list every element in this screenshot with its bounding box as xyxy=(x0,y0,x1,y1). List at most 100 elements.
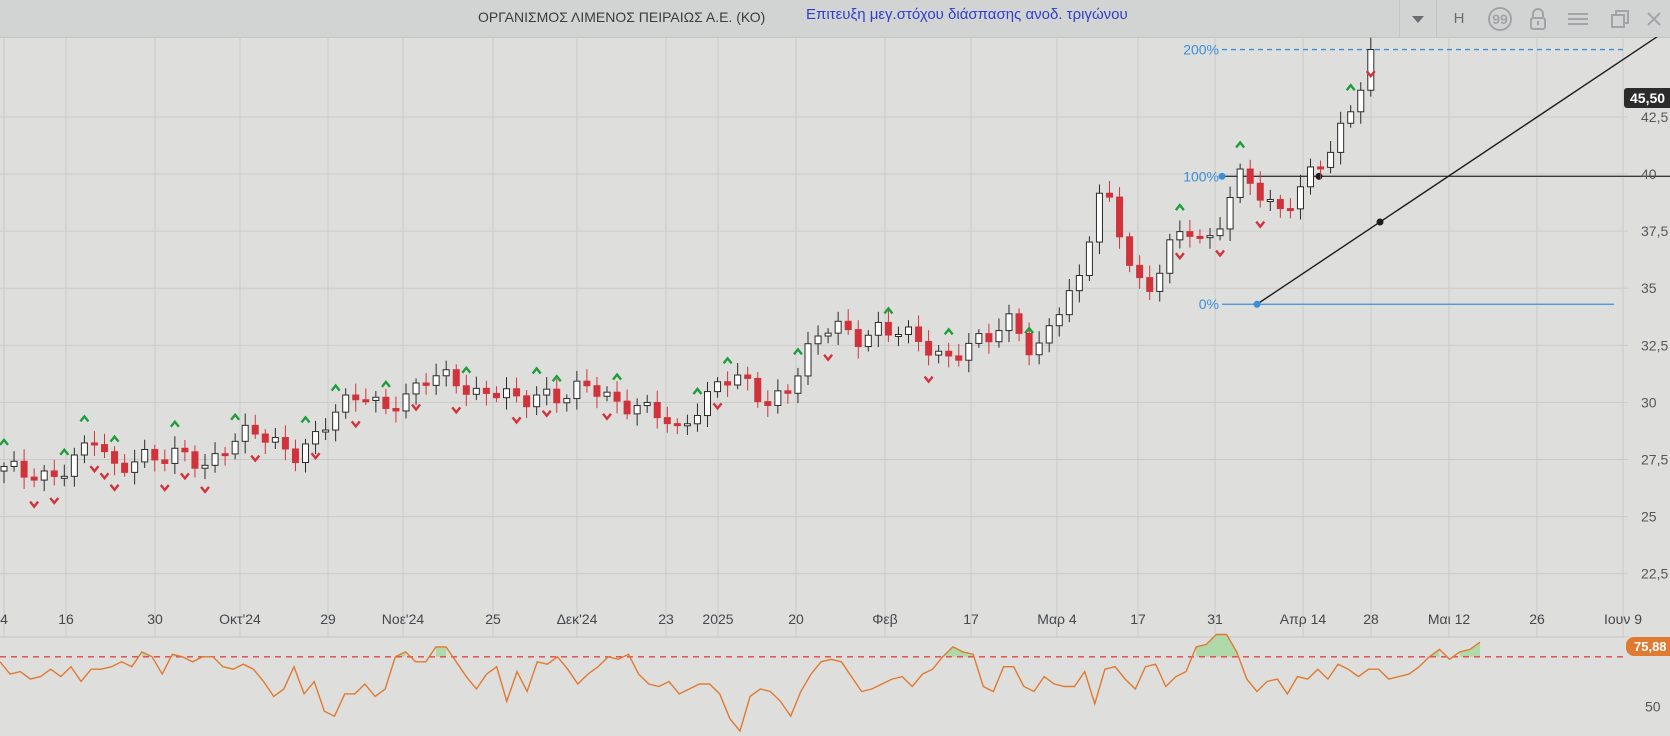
interval-button[interactable]: H xyxy=(1453,10,1465,27)
down-candle xyxy=(261,433,269,443)
quote-icon[interactable]: 99 xyxy=(1484,0,1516,37)
up-candle xyxy=(1075,275,1083,292)
chart-grid xyxy=(0,37,1628,638)
up-candle xyxy=(141,449,149,463)
time-tick-label: 23 xyxy=(658,611,674,627)
pivot-high-marker xyxy=(79,414,90,423)
pivot-markers xyxy=(0,70,1376,509)
up-candle xyxy=(432,375,440,386)
down-candle xyxy=(291,448,299,464)
up-candle xyxy=(543,388,551,396)
price-tick-label: 35 xyxy=(1641,280,1657,296)
up-candle xyxy=(804,343,812,377)
up-candle xyxy=(1226,196,1234,230)
close-icon[interactable] xyxy=(1638,0,1670,37)
pivot-high-marker xyxy=(109,434,120,443)
down-candle xyxy=(281,437,289,450)
overbought-area xyxy=(435,646,447,657)
header-divider xyxy=(1436,0,1437,37)
down-candle xyxy=(1106,192,1113,198)
down-candle xyxy=(482,387,490,394)
up-candle xyxy=(231,440,239,455)
up-candle xyxy=(201,464,209,469)
fib-level-label: 100% xyxy=(1183,168,1219,184)
time-tick-label: Μαρ 4 xyxy=(1037,611,1077,627)
down-candle xyxy=(623,400,631,415)
pivot-low-marker xyxy=(1365,70,1376,79)
up-candle xyxy=(1327,151,1335,168)
down-candle xyxy=(955,355,963,361)
down-candle xyxy=(1246,168,1254,184)
pivot-high-marker xyxy=(612,372,622,381)
up-candle xyxy=(60,475,68,479)
price-tick-label: 30 xyxy=(1641,394,1657,410)
down-candle xyxy=(161,459,169,464)
trendline-anchor xyxy=(1315,172,1323,180)
down-candle xyxy=(221,453,229,457)
lock-icon[interactable] xyxy=(1522,0,1554,37)
pivot-high-marker xyxy=(380,379,391,388)
up-candle xyxy=(472,387,480,395)
up-candle xyxy=(874,321,882,336)
down-candle xyxy=(101,444,108,453)
pivot-high-marker xyxy=(1024,326,1035,334)
candlestick-series xyxy=(0,37,1375,492)
up-candle xyxy=(80,442,88,456)
menu-icon[interactable] xyxy=(1562,0,1594,37)
pivot-low-marker xyxy=(49,497,60,505)
svg-text:99: 99 xyxy=(1492,11,1508,27)
down-candle xyxy=(884,321,892,336)
time-tick-label: 4 xyxy=(0,611,8,627)
pivot-low-marker xyxy=(1174,252,1185,261)
pivot-high-marker xyxy=(692,387,703,395)
pivot-low-marker xyxy=(99,472,110,481)
pivot-high-marker xyxy=(230,412,241,421)
up-candle xyxy=(1236,168,1244,198)
up-candle xyxy=(1035,342,1043,356)
instrument-title[interactable]: ΟΡΓΑΝΙΣΜΟΣ ΛΙΜΕΝΟΣ ΠΕΙΡΑΙΩΣ Α.Ε. (ΚΟ) xyxy=(478,9,766,25)
trendline-anchor xyxy=(1218,172,1226,180)
down-candle xyxy=(181,447,189,453)
up-candle xyxy=(714,381,722,393)
price-chart[interactable]: 200%100%0% 22,52527,53032,53537,54042,5 … xyxy=(0,37,1670,736)
down-candle xyxy=(251,424,259,435)
down-candle xyxy=(452,369,460,387)
down-candle xyxy=(673,423,681,427)
down-candle xyxy=(583,380,591,387)
pivot-low-marker xyxy=(250,454,261,463)
indicator-line xyxy=(0,633,1481,733)
down-candle xyxy=(744,374,752,379)
overbought-area xyxy=(942,646,974,657)
pivot-low-marker xyxy=(310,452,321,461)
down-candle xyxy=(553,388,561,404)
up-candle xyxy=(0,465,8,472)
down-candle xyxy=(1286,208,1294,212)
time-tick-label: 25 xyxy=(485,611,501,627)
time-tick-label: Νοε'24 xyxy=(382,611,425,627)
down-candle xyxy=(422,382,430,386)
pivot-low-marker xyxy=(602,413,612,421)
price-tick-label: 22,5 xyxy=(1641,566,1668,582)
indicator-value-label: 75,88 xyxy=(1626,637,1670,656)
restore-icon[interactable] xyxy=(1604,0,1636,37)
time-tick-label: 2025 xyxy=(702,611,733,627)
up-candle xyxy=(995,330,1003,343)
signal-label[interactable]: Επιτευξη μεγ.στόχου διάσπασης ανοδ. τριγ… xyxy=(806,6,1128,23)
up-candle xyxy=(1266,199,1274,203)
chevron-down-icon[interactable] xyxy=(1400,0,1436,37)
price-tick-label: 42,5 xyxy=(1641,109,1668,125)
up-candle xyxy=(10,460,18,467)
up-candle xyxy=(864,334,872,348)
up-candle xyxy=(332,411,340,431)
down-candle xyxy=(724,381,732,386)
pivot-high-marker xyxy=(531,366,542,375)
down-candle xyxy=(392,407,400,412)
ascending-trendline xyxy=(1256,37,1659,305)
up-candle xyxy=(1347,111,1355,124)
pivot-low-marker xyxy=(923,375,934,384)
down-candle xyxy=(362,399,370,403)
pivot-low-marker xyxy=(511,416,522,425)
up-candle xyxy=(894,333,902,337)
pivot-low-marker xyxy=(179,472,190,481)
down-candle xyxy=(1126,236,1134,266)
